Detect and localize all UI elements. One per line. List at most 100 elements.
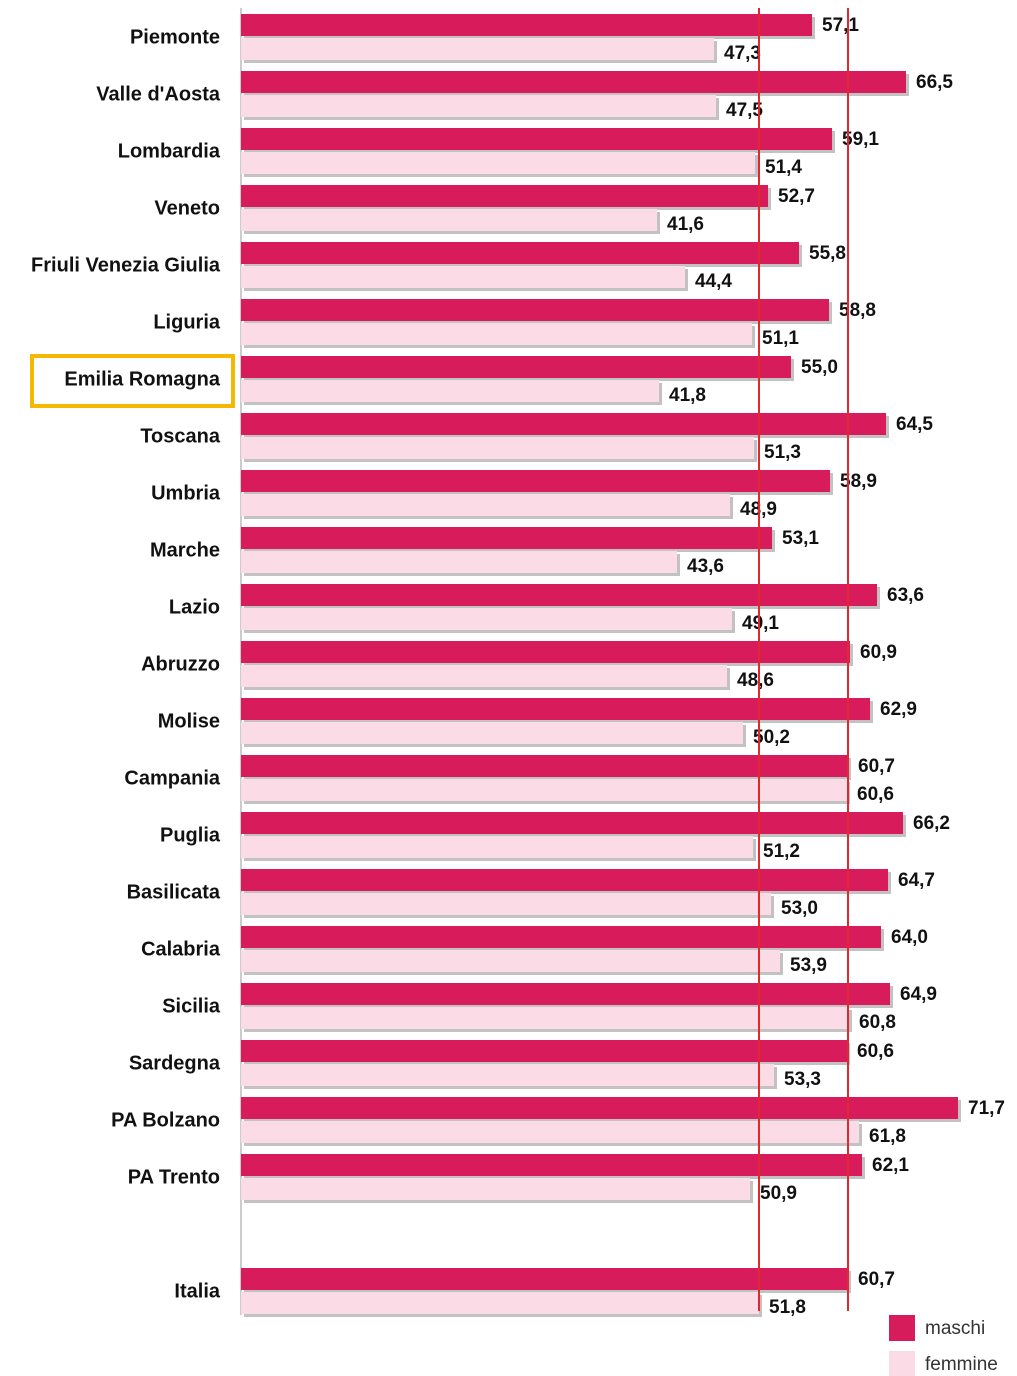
value-label: 64,7 [898,870,935,891]
value-label: 64,0 [891,927,928,948]
bar [241,1268,848,1290]
value-label: 60,6 [857,784,894,805]
bar [241,641,850,663]
value-label: 51,8 [769,1297,806,1318]
category-label: Umbria [151,482,221,504]
category-label: Abruzzo [141,653,220,675]
bar [241,494,730,516]
category-label: Molise [158,710,220,732]
bar [241,380,659,402]
category-label: Toscana [140,425,221,447]
bar [241,551,677,573]
value-label: 55,8 [809,243,846,264]
bar [241,836,753,858]
bar [241,755,848,777]
bar [241,152,755,174]
value-label: 51,3 [764,442,801,463]
bar [241,983,890,1005]
bar [241,128,832,150]
category-label: Valle d'Aosta [96,83,221,105]
category-label: Marche [150,539,220,561]
highlight-box [30,354,235,408]
value-label: 53,9 [790,955,827,976]
category-label: Friuli Venezia Giulia [31,254,221,276]
value-label: 50,2 [753,727,790,748]
bar [241,584,877,606]
value-label: 71,7 [968,1098,1005,1119]
bar [241,470,830,492]
value-label: 58,8 [839,300,876,321]
bar [241,893,771,915]
value-label: 50,9 [760,1183,797,1204]
value-label: 64,5 [896,414,933,435]
bar [241,299,829,321]
category-label: Piemonte [130,26,220,48]
bar [241,356,791,378]
bar [241,1292,759,1314]
value-label: 55,0 [801,357,838,378]
value-label: 60,9 [860,642,897,663]
bar [241,698,870,720]
value-label: 48,6 [737,670,774,691]
bar [241,779,847,801]
bar [241,812,903,834]
bar [241,665,727,687]
value-label: 41,6 [667,214,704,235]
value-label: 61,8 [869,1126,906,1147]
legend-swatch [889,1315,915,1341]
value-label: 60,8 [859,1012,896,1033]
category-label: Lombardia [118,140,221,162]
legend-label: maschi [925,1318,985,1339]
bar [241,869,888,891]
category-label: Basilicata [127,881,221,903]
bar [241,242,799,264]
value-label: 47,5 [726,100,763,121]
value-label: 51,1 [762,328,799,349]
category-label: PA Bolzano [111,1109,220,1131]
value-label: 51,4 [765,157,802,178]
value-label: 62,1 [872,1155,909,1176]
value-label: 53,3 [784,1069,821,1090]
bar [241,1121,859,1143]
category-label: PA Trento [128,1166,220,1188]
legend-swatch [889,1351,915,1376]
value-label: 58,9 [840,471,877,492]
category-label: Campania [124,767,220,789]
category-label: Lazio [169,596,220,618]
bar [241,1178,750,1200]
value-label: 63,6 [887,585,924,606]
bar [241,323,752,345]
bar [241,71,906,93]
value-label: 41,8 [669,385,706,406]
value-label: 66,2 [913,813,950,834]
bar [241,1040,847,1062]
bar [241,1154,862,1176]
value-label: 44,4 [695,271,732,292]
value-label: 53,1 [782,528,819,549]
bar [241,926,881,948]
bar [241,209,657,231]
category-label: Veneto [154,197,220,219]
value-label: 57,1 [822,15,859,36]
category-label: Liguria [153,311,221,333]
value-label: 66,5 [916,72,953,93]
value-label: 60,7 [858,1269,895,1290]
legend-label: femmine [925,1354,998,1375]
bar [241,14,812,36]
bar [241,527,772,549]
bar [241,1064,774,1086]
bar [241,1097,958,1119]
value-label: 60,7 [858,756,895,777]
value-label: 59,1 [842,129,879,150]
category-label: Sicilia [162,995,221,1017]
bar [241,413,886,435]
bar [241,722,743,744]
value-label: 53,0 [781,898,818,919]
bar [241,437,754,459]
bar [241,1007,849,1029]
value-label: 43,6 [687,556,724,577]
value-label: 51,2 [763,841,800,862]
value-label: 47,3 [724,43,761,64]
value-label: 62,9 [880,699,917,720]
